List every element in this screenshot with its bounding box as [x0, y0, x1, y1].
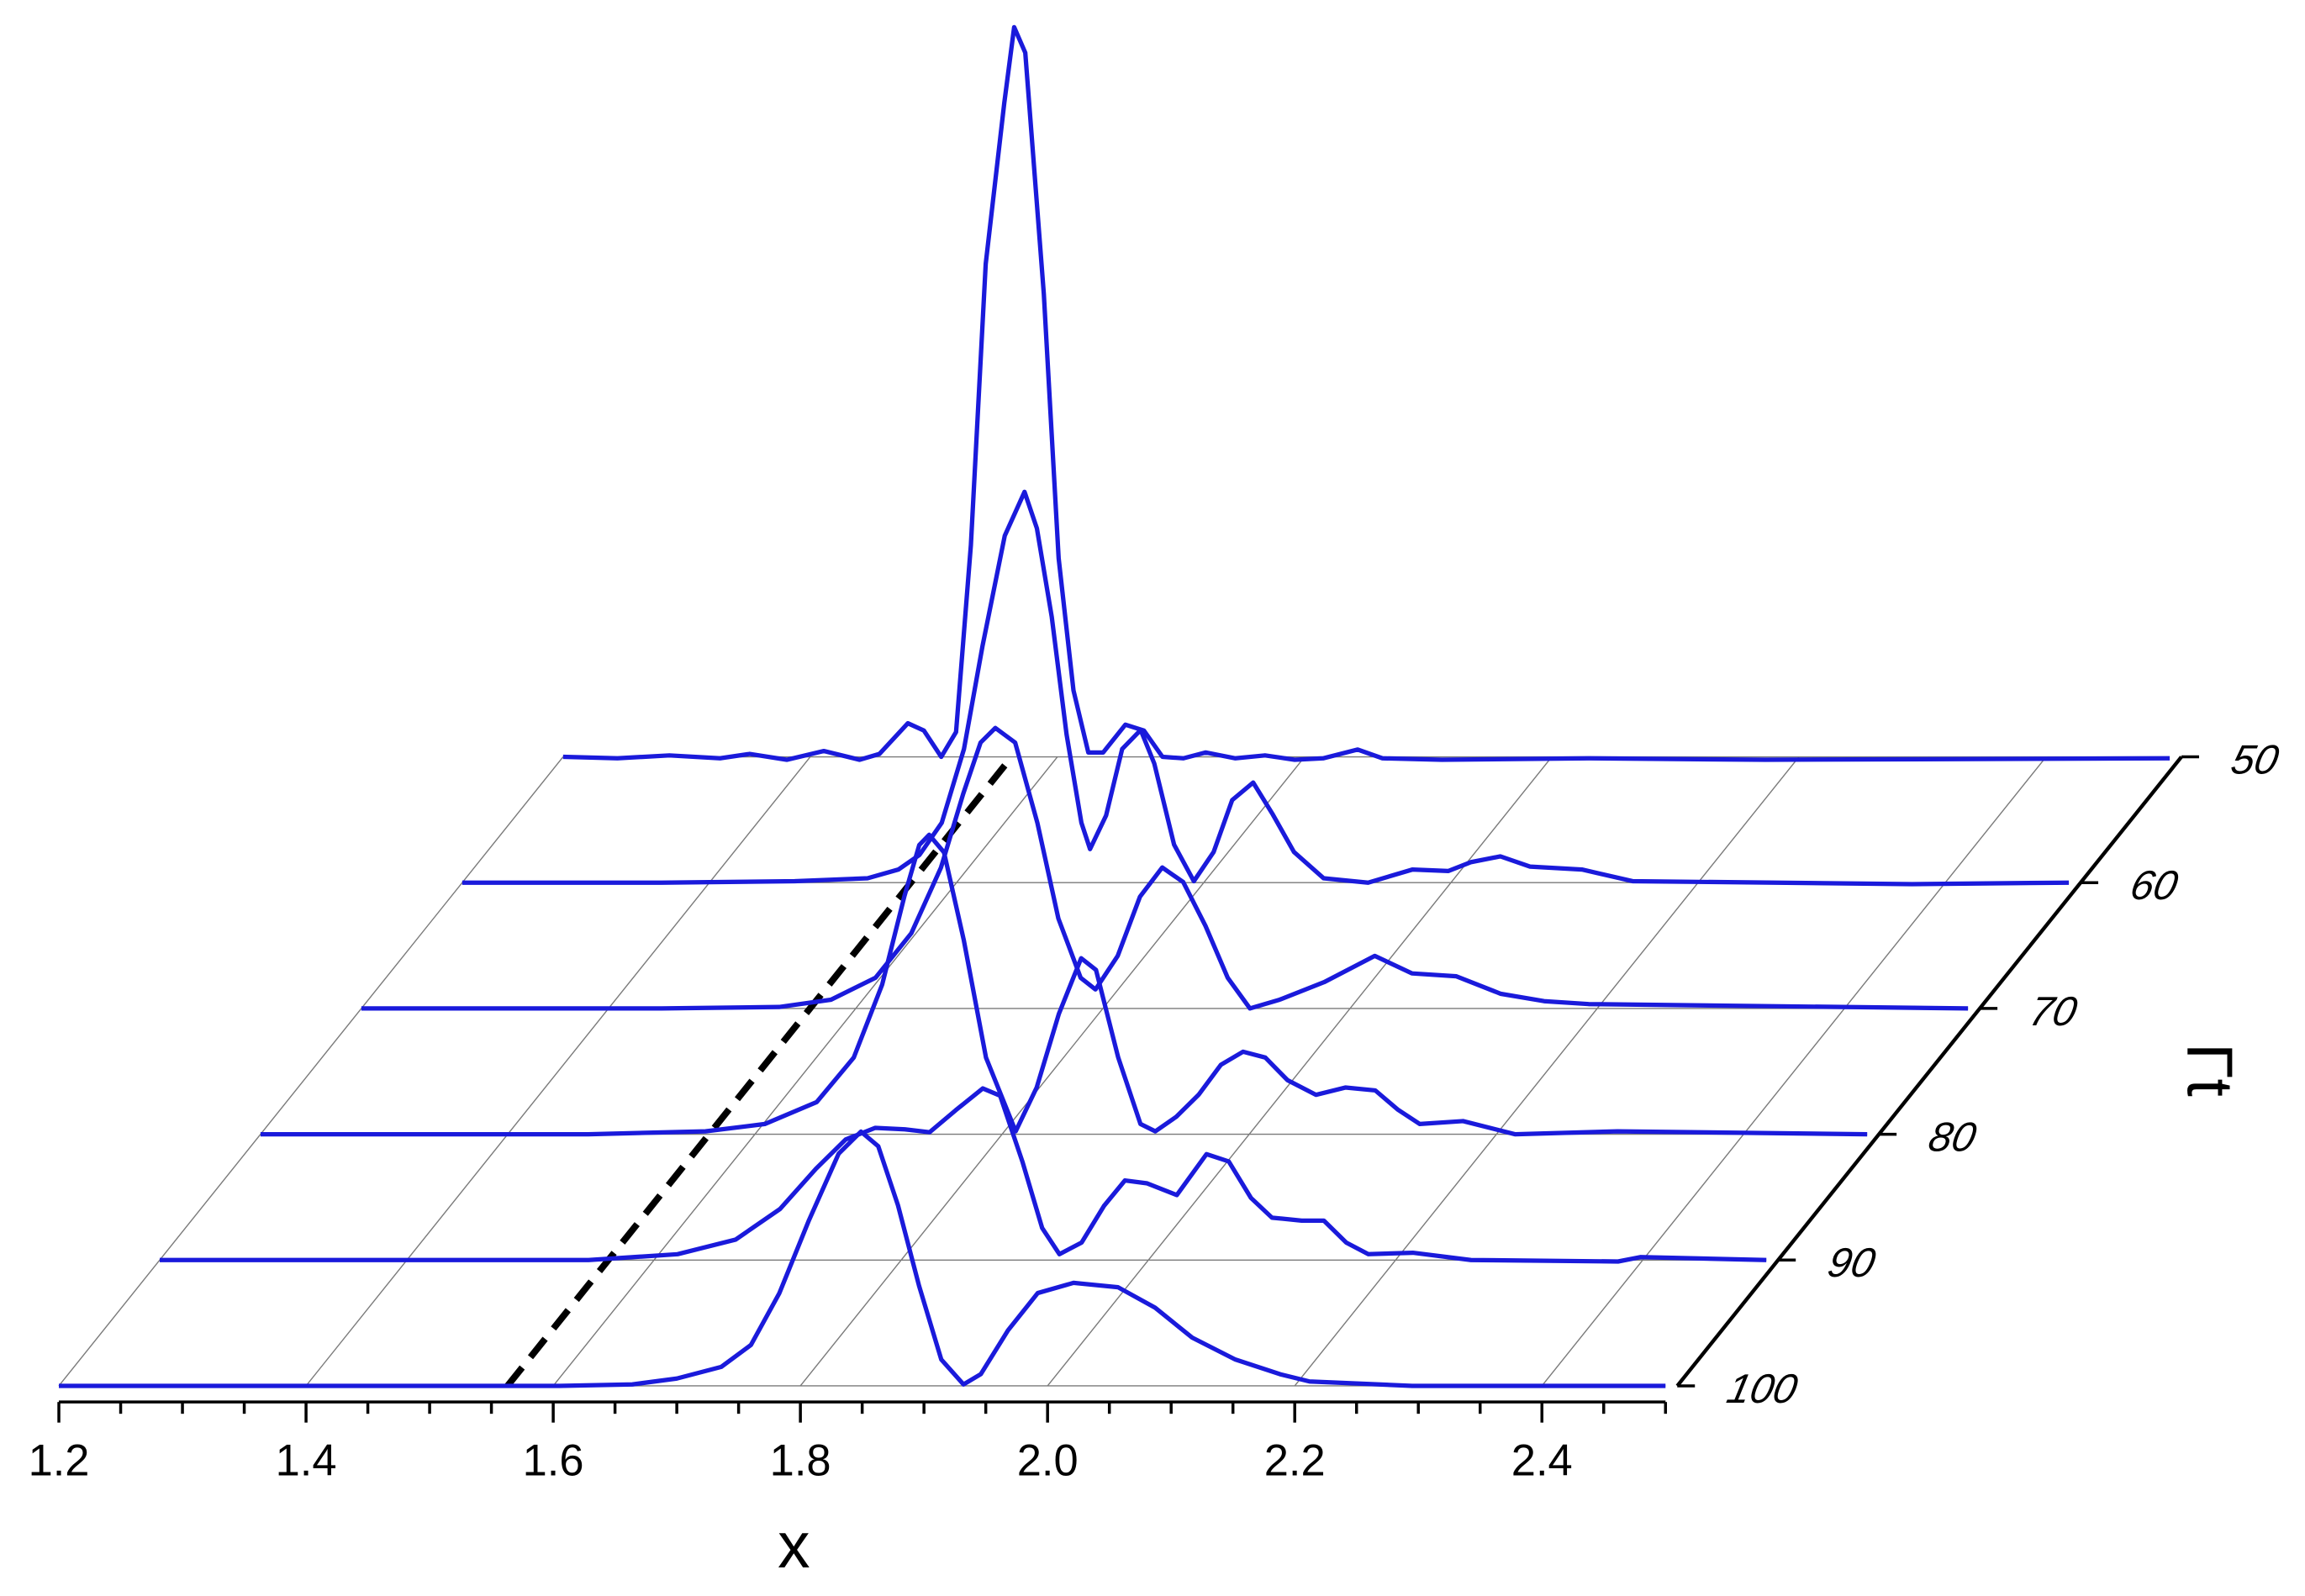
- y-tick-label: 60: [2127, 863, 2182, 909]
- x-tick-label: 1.4: [276, 1436, 337, 1485]
- x-tick-label: 2.0: [1017, 1436, 1079, 1485]
- grid-line: [799, 756, 1305, 1387]
- grid-line: [552, 756, 1058, 1387]
- y-tick-label: 80: [1925, 1114, 1981, 1160]
- y-axis: [1675, 756, 2183, 1388]
- grid-line: [305, 756, 811, 1387]
- x-axis-title: x: [778, 1509, 810, 1582]
- series-line: [59, 1129, 1666, 1388]
- x-tick-label: 2.4: [1511, 1436, 1573, 1485]
- series-line: [361, 725, 1969, 1011]
- y-tick-label: 100: [1723, 1366, 1802, 1411]
- grid-line: [58, 756, 564, 1387]
- series-line: [159, 1086, 1767, 1264]
- y-tick-label: 50: [2227, 737, 2282, 782]
- series-line: [260, 832, 1868, 1137]
- series-line: [562, 24, 2170, 762]
- grid-line: [1294, 756, 1800, 1387]
- grid-line: [1541, 756, 2047, 1387]
- reference-line: [504, 755, 1015, 1388]
- y-tick-label: 70: [2026, 988, 2081, 1034]
- x-tick-label: 1.2: [29, 1436, 90, 1485]
- y-tick-label: 90: [1824, 1240, 1880, 1286]
- series-line: [462, 489, 2070, 887]
- x-tick-label: 1.6: [523, 1436, 584, 1485]
- x-tick-label: 2.2: [1264, 1436, 1326, 1485]
- y-axis-title: Γt: [2174, 1043, 2246, 1097]
- x-tick-label: 1.8: [770, 1436, 831, 1485]
